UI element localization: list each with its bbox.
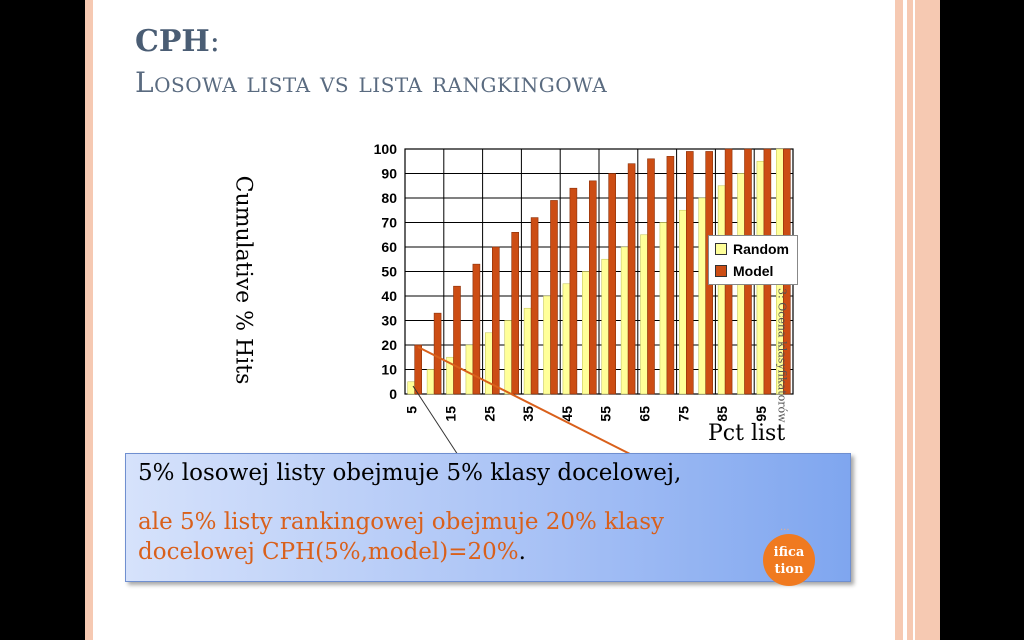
bar-model-5: [414, 344, 422, 395]
callout-box: 5% losowej listy obejmuje 5% klasy docel…: [125, 453, 851, 582]
callout-line-model: ale 5% listy rankingowej obejmuje 20% kl…: [138, 509, 665, 565]
right-stripe-outer: [895, 0, 940, 640]
bar-model-20: [472, 263, 481, 395]
bar-random-35: [523, 307, 532, 395]
bar-random-45: [562, 283, 571, 395]
bar-random-55: [601, 258, 610, 395]
bar-model-10: [433, 312, 442, 395]
y-tick-label: 100: [374, 141, 398, 157]
left-stripe: [85, 0, 93, 640]
bar-random-80: [698, 197, 707, 395]
legend-swatch-model: [715, 265, 727, 277]
bar-random-50: [582, 271, 590, 395]
x-tick-label: 25: [481, 406, 497, 422]
x-tick-label: 85: [714, 406, 730, 422]
chart-legend: Random Model: [708, 235, 798, 285]
x-tick-label: 45: [559, 406, 575, 422]
x-tick-label: 5: [404, 406, 420, 414]
x-tick-label: 55: [598, 406, 614, 422]
bar-model-30: [511, 232, 519, 395]
left-stripe-line: [93, 0, 95, 640]
y-tick-label: 90: [381, 166, 397, 182]
legend-swatch-random: [715, 243, 727, 255]
y-tick-label: 80: [381, 190, 397, 206]
legend-item-random: Random: [715, 240, 789, 258]
x-tick-labels: 5 15 25 35 45 55 65 75 85 95: [404, 406, 769, 422]
bar-model-50: [588, 180, 597, 395]
badge-dots: ...: [780, 522, 790, 533]
x-tick-label: 35: [520, 406, 536, 422]
x-tick-label: 75: [675, 406, 691, 422]
right-stripe-thin: [913, 0, 915, 640]
bar-model-15: [453, 285, 461, 395]
y-tick-label: 40: [381, 288, 397, 304]
legend-label-random: Random: [733, 241, 789, 257]
y-tick-label: 10: [381, 362, 397, 378]
bar-random-75: [679, 209, 687, 395]
slide-subtitle: Losowa lista vs lista rangkingowa: [135, 66, 608, 99]
y-tick-labels: 0 10 20 30 40 50 60 70 80 90 100: [374, 141, 398, 402]
x-tick-label: 65: [637, 406, 653, 422]
bar-random-40: [543, 295, 551, 395]
callout-pointer-line: [417, 346, 633, 456]
bar-model-70: [666, 156, 675, 395]
bar-model-55: [608, 173, 616, 395]
bar-model-60: [627, 163, 636, 395]
bar-random-30: [504, 320, 513, 395]
bar-model-25: [491, 246, 500, 395]
y-tick-label: 50: [381, 264, 397, 280]
y-tick-label: 70: [381, 215, 397, 231]
y-tick-label: 20: [381, 337, 397, 353]
bar-model-35: [530, 217, 539, 395]
bar-random-65: [640, 234, 648, 395]
x-tick-label: 95: [753, 406, 769, 422]
x-tick-label: 15: [443, 406, 459, 422]
y-tick-label: 0: [389, 386, 397, 402]
slide-title: CPH:: [135, 24, 220, 59]
callout-pointer-line-random: [412, 385, 459, 456]
y-tick-label: 30: [381, 313, 397, 329]
bar-model-75: [685, 151, 694, 395]
y-tick-label: 60: [381, 239, 397, 255]
legend-item-model: Model: [715, 262, 773, 280]
bar-random-70: [659, 222, 668, 395]
legend-label-model: Model: [733, 263, 774, 279]
bar-random-85: [717, 185, 726, 395]
bar-model-40: [550, 200, 558, 395]
x-axis-label: Pct list: [708, 421, 786, 446]
y-axis-label: Cumulative % Hits: [230, 175, 256, 385]
callout-line-random: 5% losowej listy obejmuje 5% klasy docel…: [138, 460, 682, 486]
bar-random-60: [620, 246, 629, 395]
bar-random-20: [465, 344, 474, 395]
bar-random-10: [426, 369, 435, 395]
bar-model-65: [647, 158, 655, 395]
right-stripe-inner: [903, 0, 907, 640]
slide-section-badge: ifica tion: [763, 534, 815, 586]
bar-model-45: [569, 187, 578, 395]
